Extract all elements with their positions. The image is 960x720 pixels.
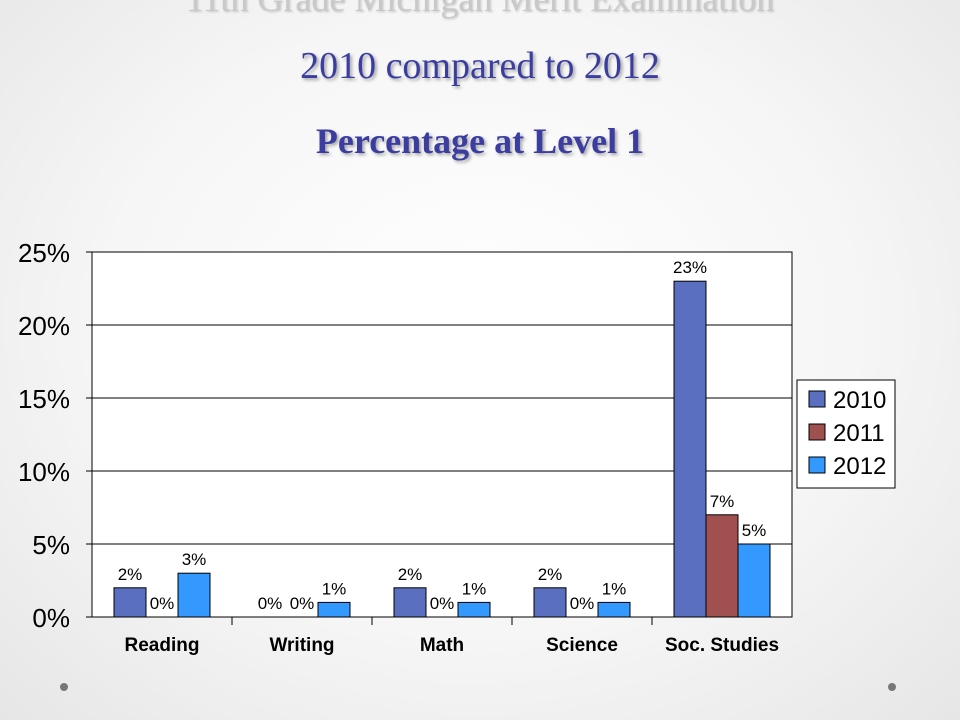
slide-dot-left <box>60 683 68 691</box>
bar-2010 <box>673 280 707 618</box>
bar-2011 <box>705 514 739 618</box>
y-tick-label: 5% <box>32 530 70 560</box>
bar-2012 <box>457 601 491 618</box>
data-label: 0% <box>570 594 595 613</box>
bar-2012 <box>737 543 771 618</box>
y-tick-label: 10% <box>18 457 70 487</box>
chart-title: Percentage at Level 1 <box>315 121 645 161</box>
legend-label: 2011 <box>833 420 885 447</box>
data-label: 1% <box>602 579 627 598</box>
data-label: 3% <box>182 550 207 569</box>
data-label: 7% <box>710 492 735 511</box>
data-label: 2% <box>118 565 143 584</box>
data-label: 23% <box>673 258 707 277</box>
data-label: 2% <box>398 565 423 584</box>
legend-label: 2012 <box>833 453 886 480</box>
y-tick-label: 15% <box>18 384 70 414</box>
data-label: 1% <box>322 579 347 598</box>
legend-swatch-2011 <box>808 423 826 441</box>
bar-2012 <box>317 601 351 618</box>
slide-subtitle: 2010 compared to 2012 <box>300 45 660 87</box>
slide-dot-right <box>888 683 896 691</box>
data-label: 2% <box>538 565 563 584</box>
x-tick-label: Writing <box>269 635 334 656</box>
data-label: 0% <box>150 594 175 613</box>
bar-2010 <box>533 587 567 618</box>
data-label: 0% <box>430 594 455 613</box>
y-tick-label: 20% <box>18 311 70 341</box>
data-label: 0% <box>290 594 315 613</box>
data-label: 5% <box>742 521 767 540</box>
x-tick-label: Science <box>546 635 618 656</box>
legend-label: 2010 <box>833 387 886 414</box>
slide-title-partial: 11th Grade Michigan Merit Examination <box>0 0 960 20</box>
legend-swatch-2010 <box>808 390 826 408</box>
y-tick-label: 0% <box>32 603 70 633</box>
bar-2012 <box>177 572 211 618</box>
x-tick-label: Math <box>420 635 464 656</box>
x-tick-label: Reading <box>125 635 200 656</box>
x-tick-label: Soc. Studies <box>665 635 779 656</box>
data-label: 1% <box>462 579 487 598</box>
bar-2012 <box>597 601 631 618</box>
data-label: 0% <box>258 594 283 613</box>
bar-2010 <box>113 587 147 618</box>
legend-swatch-2012 <box>808 456 826 474</box>
bar-2010 <box>393 587 427 618</box>
y-tick-label: 25% <box>18 238 70 268</box>
